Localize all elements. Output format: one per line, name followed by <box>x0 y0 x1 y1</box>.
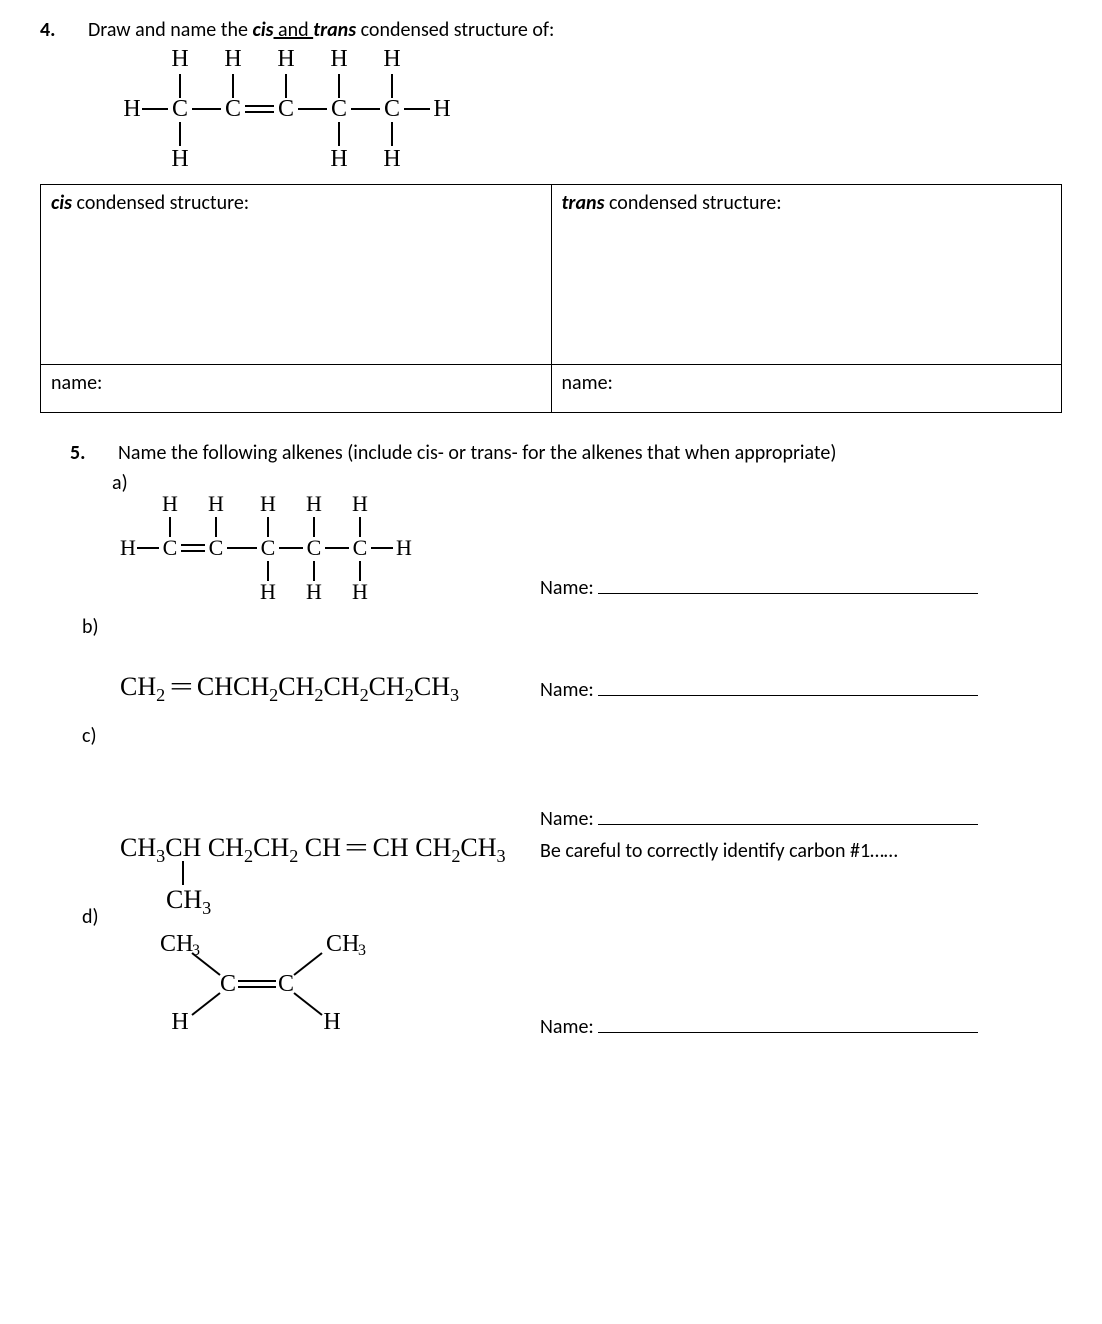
svg-text:C: C <box>163 535 178 560</box>
q5b-letter: b) <box>40 615 1062 639</box>
q5b-name-label: Name: <box>540 678 594 702</box>
q4-prompt-pre: Draw and name the <box>88 18 252 42</box>
q5-prompt: Name the following alkenes (include cis-… <box>118 441 836 465</box>
q5c-branch-label: CH3 <box>166 885 211 915</box>
svg-text:H: H <box>383 146 400 172</box>
svg-text:H: H <box>171 48 188 72</box>
svg-text:H: H <box>208 495 224 516</box>
svg-text:H: H <box>383 48 400 72</box>
q4-answer-table: cis condensed structure: trans condensed… <box>40 184 1062 413</box>
svg-text:H: H <box>162 495 178 516</box>
svg-text:H: H <box>120 535 136 560</box>
q4-trans-cell-label-italic: trans <box>562 191 605 215</box>
svg-text:H: H <box>123 96 140 122</box>
svg-text:H: H <box>260 495 276 516</box>
svg-text:C: C <box>384 96 400 122</box>
q4-structure: H H H H H H C C C <box>40 48 1062 178</box>
q5a-name-input[interactable] <box>598 573 978 594</box>
q4-prompt: Draw and name the cis and trans condense… <box>88 18 554 42</box>
q4-cis-cell-label: condensed structure: <box>72 191 249 215</box>
svg-text:H: H <box>224 48 241 72</box>
svg-text:H: H <box>171 1009 188 1035</box>
q5c-branch-bond <box>182 861 184 885</box>
q5d-name-input[interactable] <box>598 1012 978 1033</box>
svg-text:C: C <box>307 535 322 560</box>
svg-text:C: C <box>172 96 188 122</box>
svg-text:C: C <box>225 96 241 122</box>
svg-text:C: C <box>278 971 294 997</box>
q4-trans-word: trans <box>313 18 356 42</box>
svg-text:C: C <box>209 535 224 560</box>
q5a-name-label: Name: <box>540 576 594 600</box>
svg-text:H: H <box>171 146 188 172</box>
q5b-formula: CH2 = CHCH2CH2CH2CH2CH3 <box>120 672 510 702</box>
svg-text:C: C <box>331 96 347 122</box>
svg-text:3: 3 <box>358 942 366 959</box>
svg-text:H: H <box>306 579 322 604</box>
svg-text:H: H <box>396 535 412 560</box>
q5d-structure-svg: C C CH 3 H CH 3 H <box>130 929 390 1039</box>
svg-text:H: H <box>306 495 322 516</box>
svg-text:H: H <box>323 1009 340 1035</box>
svg-text:H: H <box>433 96 450 122</box>
q4-trans-name-cell[interactable]: name: <box>551 365 1062 413</box>
q5a-structure-svg: H H H H H H C <box>110 495 430 607</box>
q4-prompt-post: condensed structure of: <box>356 18 554 42</box>
svg-text:CH: CH <box>160 931 193 957</box>
q5c-formula: CH3CH CH2CH2 CH = CH CH2CH3 CH3 <box>120 833 510 863</box>
q4-structure-svg: H H H H H H C C C <box>110 48 470 178</box>
q4-trans-cell-label: condensed structure: <box>604 191 781 215</box>
q5c-hint: Be careful to correctly identify carbon … <box>540 839 1062 863</box>
svg-text:H: H <box>352 495 368 516</box>
q4-cis-cell-label-italic: cis <box>51 191 72 215</box>
svg-text:H: H <box>330 48 347 72</box>
svg-text:C: C <box>353 535 368 560</box>
svg-text:3: 3 <box>192 942 200 959</box>
svg-text:C: C <box>220 971 236 997</box>
q4-cis-name-label: name: <box>51 371 102 395</box>
q5c-name-input[interactable] <box>598 804 978 825</box>
q4-number: 4. <box>40 18 70 42</box>
q4-and: and <box>274 18 314 42</box>
svg-text:C: C <box>261 535 276 560</box>
svg-text:CH: CH <box>326 931 359 957</box>
q5b-name-input[interactable] <box>598 675 978 696</box>
svg-text:H: H <box>277 48 294 72</box>
q5d-name-label: Name: <box>540 1015 594 1039</box>
q5-number: 5. <box>70 441 100 465</box>
svg-text:H: H <box>260 579 276 604</box>
q4-cis-word: cis <box>252 18 273 42</box>
svg-text:H: H <box>352 579 368 604</box>
svg-text:H: H <box>330 146 347 172</box>
q4-trans-name-label: name: <box>562 371 613 395</box>
q5c-name-label: Name: <box>540 807 594 831</box>
q4-cis-name-cell[interactable]: name: <box>41 365 552 413</box>
q5c-letter: c) <box>40 724 1062 748</box>
svg-text:C: C <box>278 96 294 122</box>
q5a-letter: a) <box>40 471 1062 495</box>
